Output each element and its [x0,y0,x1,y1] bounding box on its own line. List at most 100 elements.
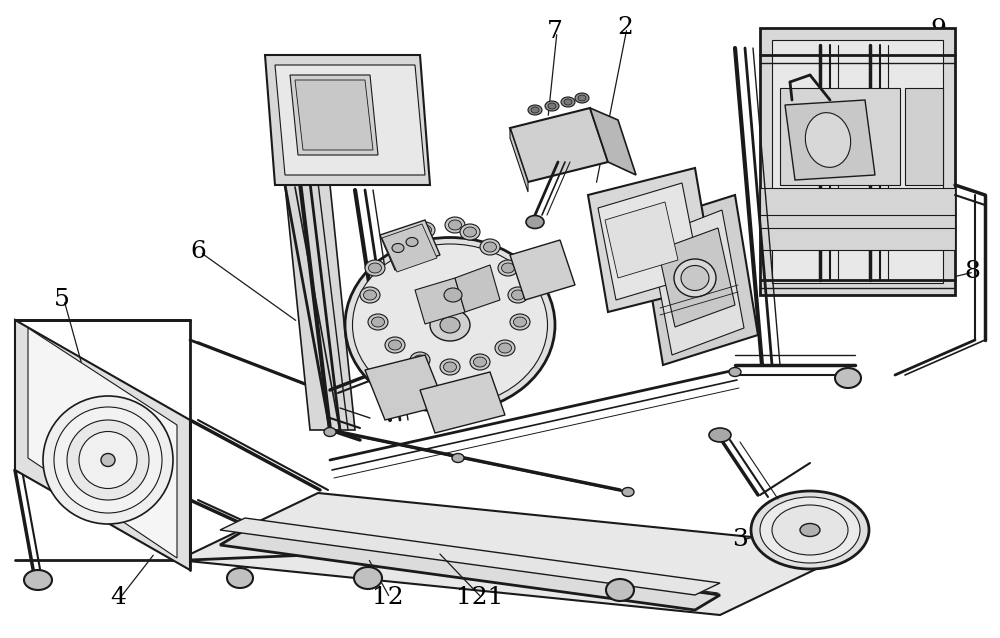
Ellipse shape [440,359,460,375]
Ellipse shape [388,240,402,250]
Ellipse shape [360,287,380,303]
Polygon shape [28,328,177,558]
Polygon shape [365,355,445,420]
Ellipse shape [448,220,462,230]
Text: 5: 5 [54,288,70,311]
Ellipse shape [528,105,542,115]
Text: 6: 6 [190,241,206,263]
Ellipse shape [414,355,426,365]
Ellipse shape [561,97,575,107]
Ellipse shape [392,244,404,253]
Polygon shape [510,128,528,192]
Ellipse shape [470,354,490,370]
Ellipse shape [352,244,548,406]
Ellipse shape [729,367,741,376]
Ellipse shape [430,309,470,341]
Polygon shape [275,65,425,175]
Polygon shape [905,88,943,185]
Ellipse shape [43,396,173,524]
Ellipse shape [498,343,512,353]
Ellipse shape [440,317,460,333]
Ellipse shape [526,216,544,228]
Polygon shape [598,183,700,300]
Polygon shape [605,202,678,278]
Ellipse shape [101,454,115,466]
Polygon shape [380,220,440,270]
Polygon shape [590,108,636,175]
Ellipse shape [512,290,524,300]
Ellipse shape [388,340,402,350]
Polygon shape [785,100,875,180]
Polygon shape [295,80,373,150]
Ellipse shape [498,260,518,276]
Ellipse shape [24,570,52,590]
Ellipse shape [385,237,405,253]
Text: 7: 7 [547,20,563,43]
Polygon shape [290,75,378,155]
Ellipse shape [480,239,500,255]
Polygon shape [510,108,608,182]
Ellipse shape [410,352,430,368]
Polygon shape [178,493,860,615]
Ellipse shape [531,107,539,113]
Ellipse shape [444,288,462,302]
Polygon shape [760,188,955,250]
Text: 2: 2 [617,17,633,40]
Ellipse shape [464,227,477,237]
Text: 9: 9 [930,19,946,41]
Ellipse shape [460,224,480,240]
Polygon shape [382,224,437,272]
Polygon shape [588,168,715,312]
Text: 12: 12 [372,586,404,609]
Ellipse shape [385,337,405,353]
Ellipse shape [510,314,530,330]
Ellipse shape [445,217,465,233]
Ellipse shape [681,265,709,290]
Ellipse shape [578,95,586,101]
Ellipse shape [368,263,382,273]
Ellipse shape [709,428,731,442]
Polygon shape [510,240,575,300]
Ellipse shape [805,113,851,167]
Ellipse shape [372,317,384,327]
Ellipse shape [484,242,496,252]
Polygon shape [15,320,190,570]
Ellipse shape [502,263,514,273]
Text: 4: 4 [110,586,126,609]
Ellipse shape [751,491,869,569]
Polygon shape [285,185,355,430]
Ellipse shape [444,362,456,372]
Ellipse shape [548,103,556,109]
Polygon shape [265,55,430,185]
Polygon shape [455,265,500,312]
Polygon shape [640,195,758,365]
Ellipse shape [800,524,820,537]
Ellipse shape [545,101,559,111]
Ellipse shape [368,314,388,330]
Ellipse shape [227,568,253,588]
Ellipse shape [452,454,464,463]
Ellipse shape [760,497,860,563]
Ellipse shape [674,259,716,297]
Polygon shape [650,210,744,355]
Ellipse shape [835,368,861,388]
Ellipse shape [474,357,486,367]
Ellipse shape [772,505,848,555]
Ellipse shape [365,260,385,276]
Ellipse shape [514,317,526,327]
Ellipse shape [495,340,515,356]
Ellipse shape [354,567,382,589]
Polygon shape [658,228,735,327]
Ellipse shape [364,290,376,300]
Polygon shape [780,88,900,185]
Polygon shape [760,28,955,295]
Polygon shape [220,530,720,610]
Text: 8: 8 [964,260,980,283]
Ellipse shape [54,407,162,513]
Ellipse shape [406,237,418,246]
Ellipse shape [415,222,435,238]
Ellipse shape [575,93,589,103]
Ellipse shape [418,225,432,235]
Ellipse shape [67,420,149,500]
Ellipse shape [606,579,634,601]
